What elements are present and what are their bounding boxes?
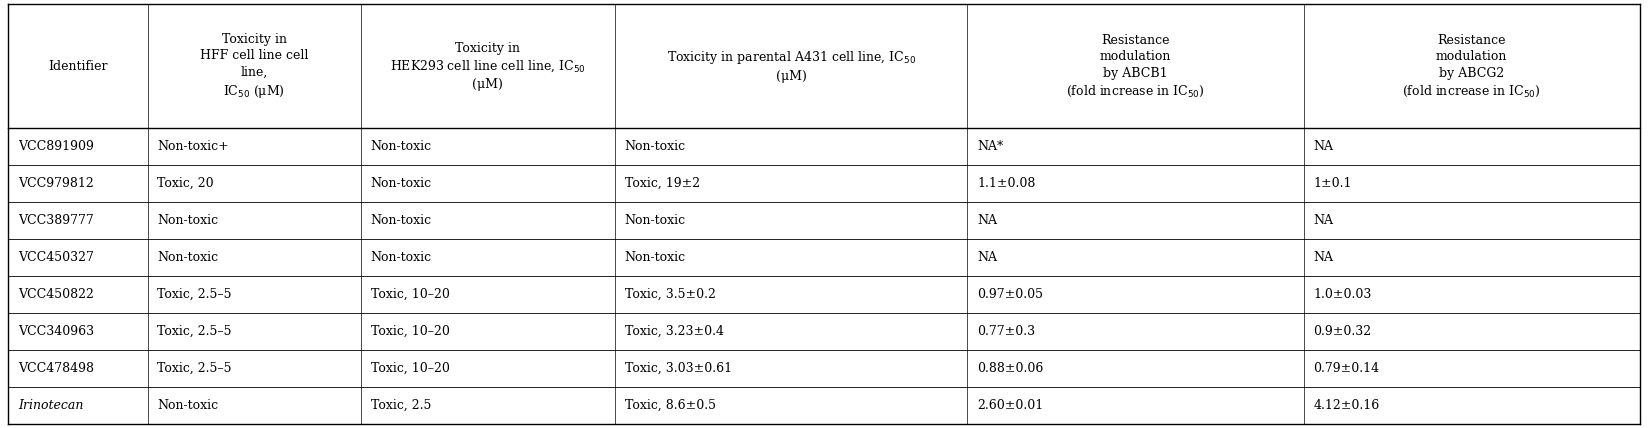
Text: Toxic, 2.5–5: Toxic, 2.5–5 xyxy=(158,325,232,338)
Text: Identifier: Identifier xyxy=(48,59,107,73)
Text: 0.79±0.14: 0.79±0.14 xyxy=(1313,362,1379,375)
Text: Toxic, 10–20: Toxic, 10–20 xyxy=(371,325,450,338)
Text: VCC478498: VCC478498 xyxy=(18,362,94,375)
Text: VCC450822: VCC450822 xyxy=(18,288,94,301)
Text: NA: NA xyxy=(977,214,997,227)
Text: Non-toxic: Non-toxic xyxy=(371,140,432,153)
Text: Non-toxic: Non-toxic xyxy=(371,251,432,264)
Text: Toxic, 19±2: Toxic, 19±2 xyxy=(625,177,700,190)
Text: Non-toxic: Non-toxic xyxy=(625,214,686,227)
Text: 4.12±0.16: 4.12±0.16 xyxy=(1313,399,1379,412)
Text: 0.88±0.06: 0.88±0.06 xyxy=(977,362,1043,375)
Text: Non-toxic: Non-toxic xyxy=(625,251,686,264)
Text: 1.0±0.03: 1.0±0.03 xyxy=(1313,288,1371,301)
Text: Non-toxic: Non-toxic xyxy=(158,214,219,227)
Text: Toxic, 8.6±0.5: Toxic, 8.6±0.5 xyxy=(625,399,715,412)
Text: Toxic, 20: Toxic, 20 xyxy=(158,177,214,190)
Text: VCC891909: VCC891909 xyxy=(18,140,94,153)
Text: NA: NA xyxy=(1313,214,1333,227)
Text: Non-toxic: Non-toxic xyxy=(371,177,432,190)
Text: Toxic, 10–20: Toxic, 10–20 xyxy=(371,288,450,301)
Text: Toxic, 3.5±0.2: Toxic, 3.5±0.2 xyxy=(625,288,715,301)
Text: 0.97±0.05: 0.97±0.05 xyxy=(977,288,1043,301)
Text: NA: NA xyxy=(1313,251,1333,264)
Text: VCC979812: VCC979812 xyxy=(18,177,94,190)
Text: VCC450327: VCC450327 xyxy=(18,251,94,264)
Text: VCC340963: VCC340963 xyxy=(18,325,94,338)
Text: Non-toxic: Non-toxic xyxy=(158,251,219,264)
Text: Irinotecan: Irinotecan xyxy=(18,399,84,412)
Text: NA: NA xyxy=(977,251,997,264)
Text: 1±0.1: 1±0.1 xyxy=(1313,177,1351,190)
Text: Non-toxic+: Non-toxic+ xyxy=(158,140,229,153)
Text: Toxicity in
HFF cell line cell
line,
IC$_{50}$ (μM): Toxicity in HFF cell line cell line, IC$… xyxy=(199,33,308,100)
Text: Non-toxic: Non-toxic xyxy=(371,214,432,227)
Text: Toxic, 2.5–5: Toxic, 2.5–5 xyxy=(158,362,232,375)
Text: Toxic, 3.03±0.61: Toxic, 3.03±0.61 xyxy=(625,362,732,375)
Text: Toxic, 10–20: Toxic, 10–20 xyxy=(371,362,450,375)
Text: VCC389777: VCC389777 xyxy=(18,214,94,227)
Text: Resistance
modulation
by ABCB1
(fold increase in IC$_{50}$): Resistance modulation by ABCB1 (fold inc… xyxy=(1066,34,1205,99)
Text: NA: NA xyxy=(1313,140,1333,153)
Text: Toxicity in
HEK293 cell line cell line, IC$_{50}$
(μM): Toxicity in HEK293 cell line cell line, … xyxy=(391,42,585,91)
Text: 0.9±0.32: 0.9±0.32 xyxy=(1313,325,1371,338)
Text: NA*: NA* xyxy=(977,140,1004,153)
Text: Toxicity in parental A431 cell line, IC$_{50}$
(μM): Toxicity in parental A431 cell line, IC$… xyxy=(667,49,916,83)
Text: 1.1±0.08: 1.1±0.08 xyxy=(977,177,1035,190)
Text: Resistance
modulation
by ABCG2
(fold increase in IC$_{50}$): Resistance modulation by ABCG2 (fold inc… xyxy=(1402,34,1541,99)
Text: 2.60±0.01: 2.60±0.01 xyxy=(977,399,1043,412)
Text: 0.77±0.3: 0.77±0.3 xyxy=(977,325,1035,338)
Text: Non-toxic: Non-toxic xyxy=(625,140,686,153)
Text: Toxic, 2.5: Toxic, 2.5 xyxy=(371,399,430,412)
Text: Toxic, 2.5–5: Toxic, 2.5–5 xyxy=(158,288,232,301)
Text: Non-toxic: Non-toxic xyxy=(158,399,219,412)
Text: Toxic, 3.23±0.4: Toxic, 3.23±0.4 xyxy=(625,325,723,338)
